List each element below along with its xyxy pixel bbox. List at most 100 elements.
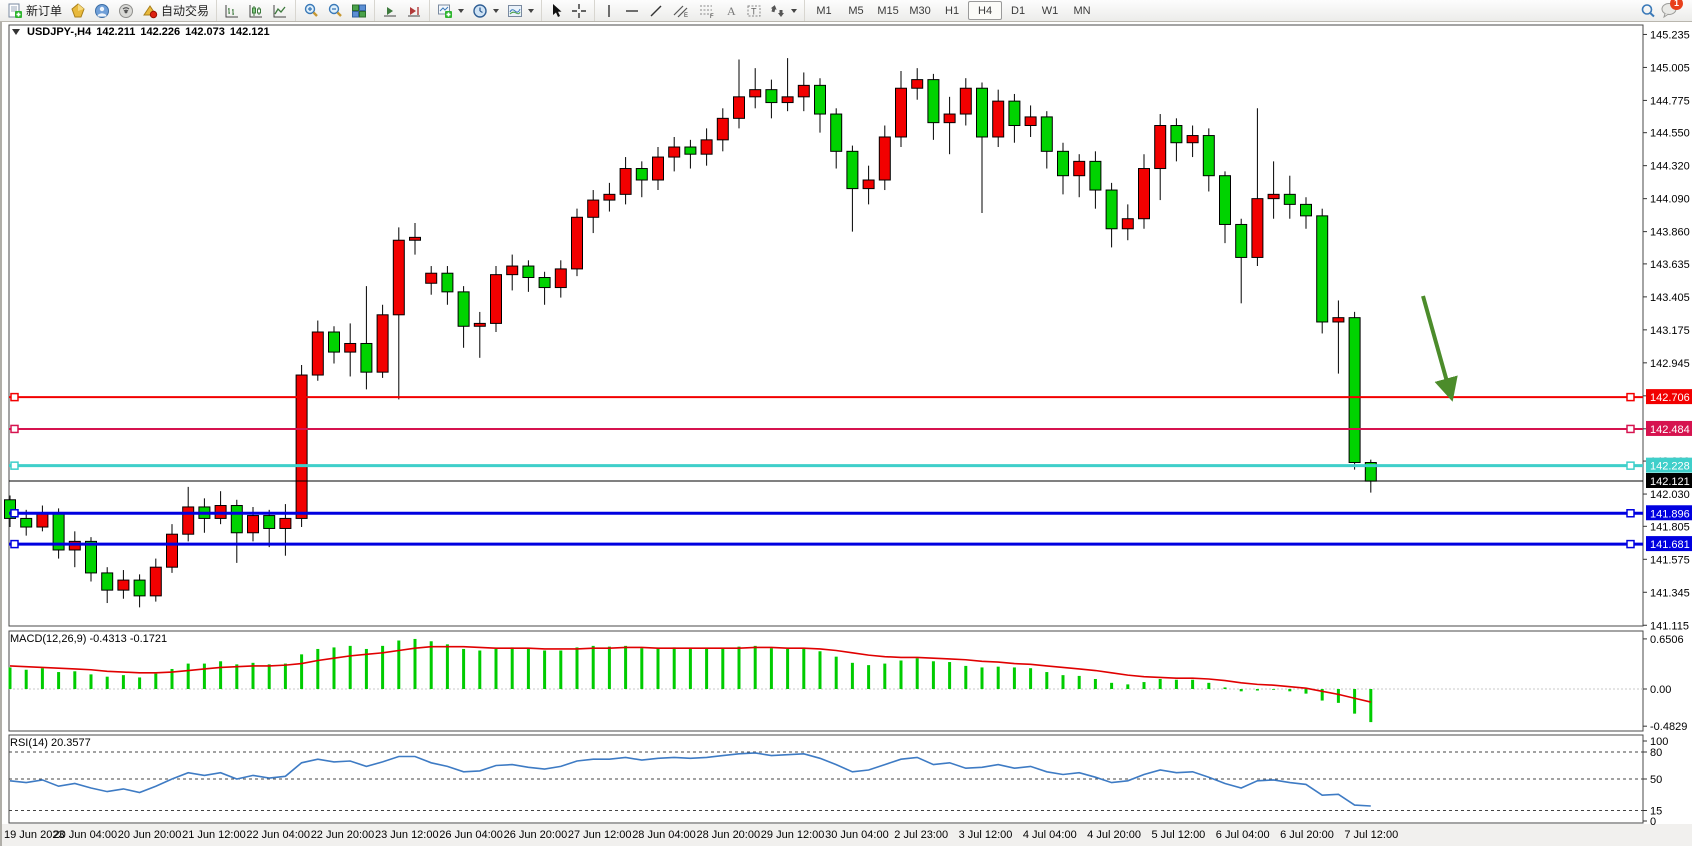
- timeframe-W1[interactable]: W1: [1041, 4, 1059, 17]
- main-chart-pane: [8, 24, 1644, 627]
- search-button[interactable]: [1636, 2, 1660, 20]
- candle: [1235, 218, 1248, 304]
- candle: [846, 145, 859, 232]
- time-axis-label: 21 Jun 12:00: [182, 829, 246, 841]
- line-handle[interactable]: [10, 424, 19, 434]
- chart-plot[interactable]: 145.235 145.005 144.775 144.550 144.320 144.0…: [2, 21, 1692, 846]
- line-handle[interactable]: [1626, 461, 1635, 470]
- candle: [425, 266, 438, 295]
- crosshair-button[interactable]: [567, 2, 591, 20]
- price-axis-tick-label: 142.945: [1650, 358, 1690, 370]
- tile-windows-button[interactable]: [347, 2, 371, 20]
- price-axis-tick-label: 144.090: [1650, 194, 1690, 206]
- timeframe-H4[interactable]: H4: [968, 1, 1003, 20]
- zoom-in-button[interactable]: [299, 2, 323, 20]
- zoom-out-button[interactable]: [323, 2, 347, 20]
- candle: [344, 323, 357, 377]
- market-button[interactable]: [90, 2, 114, 20]
- periods-dropdown-arrow[interactable]: [493, 8, 500, 13]
- periods-button[interactable]: [468, 2, 503, 20]
- candle: [1316, 208, 1329, 334]
- chart-open-value: 142.211: [96, 26, 136, 38]
- timeframe-MN[interactable]: MN: [1073, 4, 1091, 17]
- new-order-button[interactable]: 新订单: [3, 2, 66, 20]
- svg-text:E: E: [684, 13, 688, 19]
- metaeditor-button[interactable]: [66, 2, 90, 20]
- trendline-button[interactable]: [644, 2, 668, 20]
- rsi-axis-tick-label: 0: [1650, 816, 1656, 828]
- candle: [230, 499, 243, 563]
- text-button[interactable]: A: [720, 2, 742, 20]
- candle: [781, 58, 794, 112]
- line-handle[interactable]: [1626, 424, 1635, 434]
- candle: [1105, 182, 1118, 248]
- chart-close-value: 142.121: [229, 26, 270, 38]
- vertical-line-button[interactable]: [598, 2, 620, 20]
- macd-axis-tick-label: -0.4829: [1650, 721, 1687, 733]
- macd-axis-tick-label: 0.00: [1650, 684, 1671, 696]
- candle: [765, 79, 778, 119]
- line-handle[interactable]: [10, 539, 19, 549]
- candle: [328, 326, 340, 364]
- candle: [295, 364, 308, 528]
- fibonacci-button[interactable]: F: [694, 2, 720, 20]
- new-order-label: 新订单: [26, 4, 63, 18]
- line-handle[interactable]: [1626, 509, 1635, 518]
- templates-button[interactable]: [503, 2, 538, 20]
- candlestick-chart-button[interactable]: [244, 2, 268, 20]
- time-axis-label: 22 Jun 04:00: [246, 829, 310, 841]
- candle: [1202, 128, 1215, 192]
- crosshair-icon: [572, 3, 587, 18]
- candlestick-chart-icon: [249, 4, 263, 17]
- horizontal-line-button[interactable]: [620, 2, 644, 20]
- price-axis-tick-label: 143.175: [1650, 325, 1690, 337]
- arrows-button[interactable]: [766, 2, 801, 20]
- price-line-label: [1646, 420, 1692, 436]
- timeframe-D1[interactable]: D1: [1011, 4, 1026, 17]
- price-axis-tick-label: 144.550: [1650, 128, 1690, 140]
- timeframe-M1[interactable]: M1: [816, 4, 832, 17]
- line-handle[interactable]: [10, 392, 19, 402]
- line-chart-button[interactable]: [268, 2, 292, 20]
- candle: [490, 266, 502, 333]
- chat-button[interactable]: 1: [1660, 0, 1683, 21]
- candle: [1186, 125, 1199, 158]
- candle: [976, 82, 988, 213]
- chart-symbol-period: USDJPY-,H4: [27, 26, 92, 38]
- line-handle[interactable]: [10, 509, 19, 518]
- timeframe-M15[interactable]: M15: [877, 4, 899, 17]
- time-axis-label: 23 Jun 12:00: [375, 829, 439, 841]
- chart-dropdown-icon[interactable]: [12, 29, 20, 35]
- line-handle[interactable]: [1626, 539, 1635, 549]
- arrows-icon: [770, 4, 785, 17]
- trend-arrow[interactable]: [1421, 295, 1458, 402]
- time-axis-label: 28 Jun 04:00: [632, 829, 696, 841]
- line-handle[interactable]: [1626, 392, 1635, 402]
- time-axis-label: 30 Jun 04:00: [825, 829, 889, 841]
- macd-label: MACD(12,26,9) -0.4313 -0.1721: [10, 633, 168, 645]
- signals-button[interactable]: [114, 2, 138, 20]
- equidistant-channel-button[interactable]: E: [668, 2, 694, 20]
- macd-axis-tick-label: 0.6506: [1650, 634, 1684, 646]
- bar-chart-button[interactable]: [220, 2, 244, 20]
- timeframe-H1[interactable]: H1: [945, 4, 960, 17]
- cursor-button[interactable]: [545, 2, 567, 20]
- indicators-button[interactable]: [433, 2, 468, 20]
- line-handle[interactable]: [10, 461, 19, 470]
- timeframe-M30[interactable]: M30: [909, 4, 931, 17]
- text-label-button[interactable]: T: [742, 2, 766, 20]
- candle: [1073, 154, 1086, 198]
- price-axis-tick-label: 141.345: [1650, 587, 1690, 599]
- templates-dropdown-arrow[interactable]: [528, 8, 535, 13]
- candle: [668, 136, 681, 172]
- price-line-label-text: 142.484: [1650, 424, 1690, 436]
- rsi-axis-tick-label: 100: [1650, 736, 1668, 748]
- rsi-line: [9, 752, 1371, 807]
- timeframe-M5[interactable]: M5: [848, 4, 864, 17]
- auto-scroll-button[interactable]: [378, 2, 402, 20]
- arrows-dropdown-arrow[interactable]: [791, 8, 798, 13]
- autotrading-button[interactable]: 自动交易: [138, 2, 213, 20]
- chart-shift-button[interactable]: [402, 2, 426, 20]
- indicators-dropdown-arrow[interactable]: [458, 8, 465, 13]
- time-axis-label: 4 Jul 04:00: [1023, 829, 1077, 841]
